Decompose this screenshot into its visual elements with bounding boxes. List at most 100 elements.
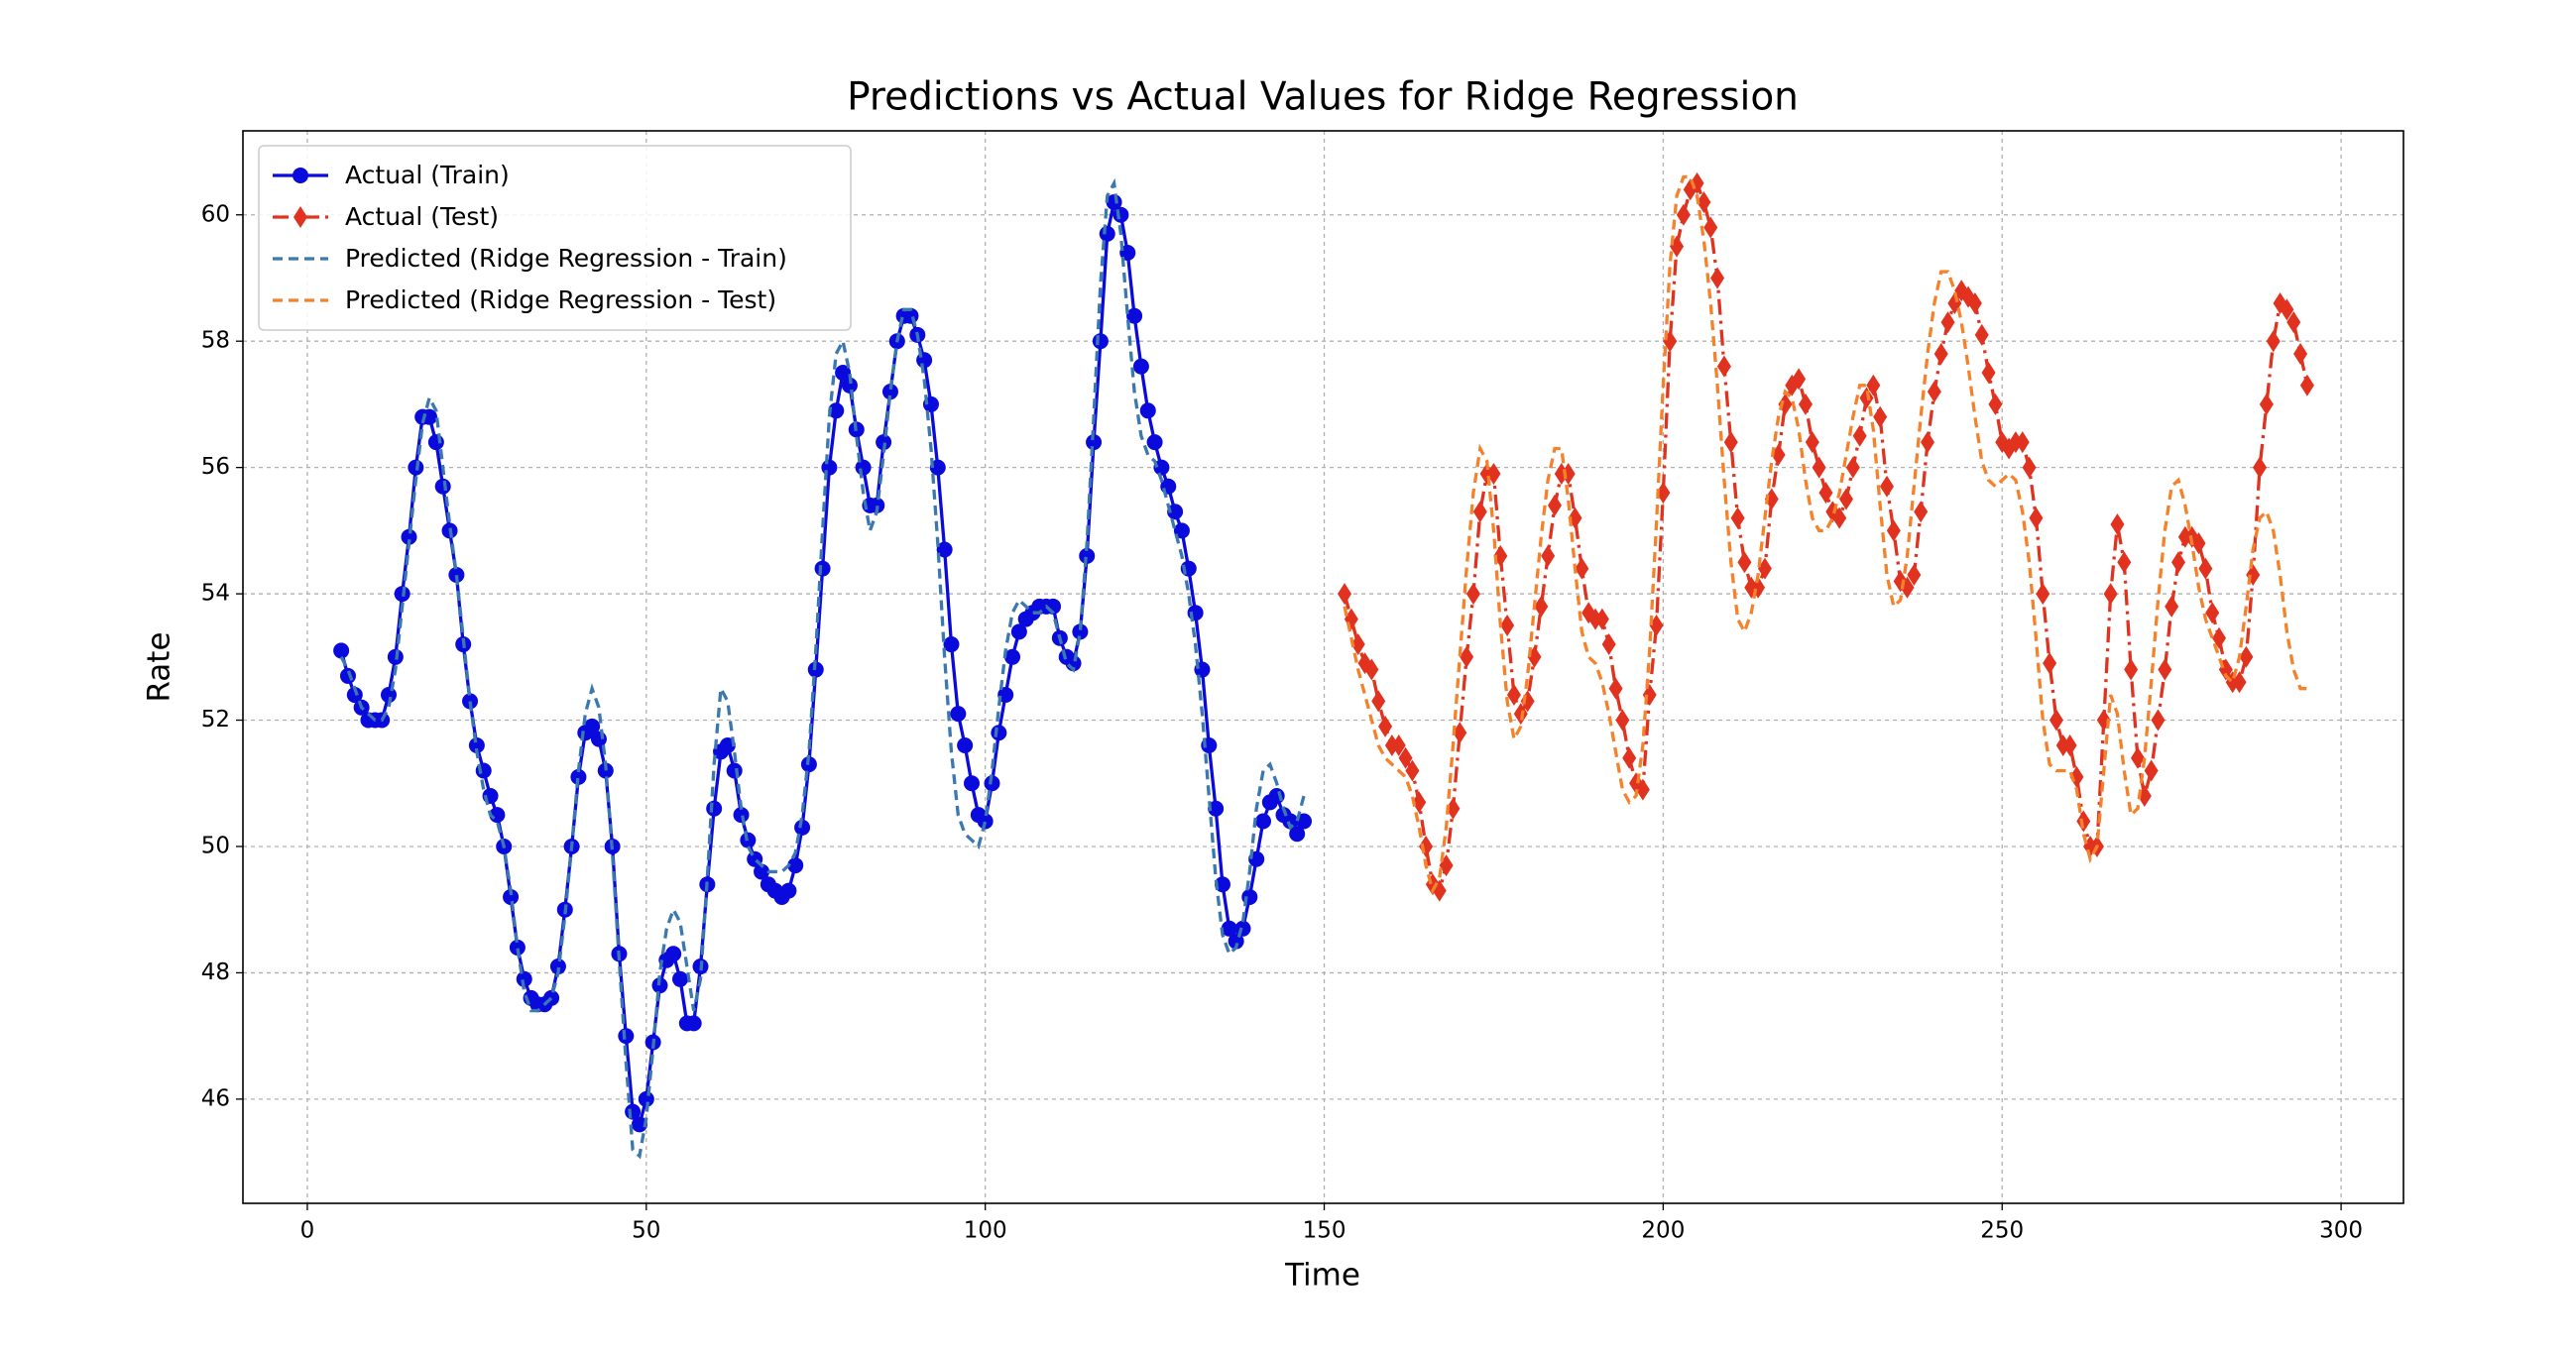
point xyxy=(916,352,933,369)
point xyxy=(549,959,566,975)
point xyxy=(2130,746,2145,769)
point xyxy=(2049,709,2063,732)
point xyxy=(2158,658,2172,681)
point xyxy=(1967,291,1982,314)
point xyxy=(1126,307,1143,324)
point xyxy=(997,687,1014,704)
point xyxy=(943,636,960,653)
series-line xyxy=(1343,174,2307,896)
point xyxy=(1818,482,1833,505)
point xyxy=(929,459,946,476)
point xyxy=(401,528,417,545)
point xyxy=(2043,652,2057,675)
point xyxy=(2117,551,2132,574)
point xyxy=(1086,434,1103,451)
point xyxy=(638,1090,654,1107)
point xyxy=(2259,393,2274,415)
point xyxy=(1004,648,1021,665)
point xyxy=(1615,709,1630,732)
point xyxy=(1710,267,1725,289)
point xyxy=(1506,684,1521,707)
point xyxy=(584,718,601,734)
point xyxy=(671,970,688,987)
point xyxy=(1859,387,1874,409)
point xyxy=(333,642,350,659)
point xyxy=(1933,342,1948,365)
x-axis-label: Time xyxy=(1284,1258,1360,1294)
point xyxy=(1092,333,1109,350)
point xyxy=(1812,456,1826,479)
point xyxy=(2124,658,2139,681)
point xyxy=(869,497,885,513)
point xyxy=(468,737,485,754)
point xyxy=(1547,494,1562,516)
point xyxy=(794,819,811,836)
point xyxy=(1805,431,1819,454)
point xyxy=(984,775,1000,792)
point xyxy=(1254,813,1271,830)
chart-title: Predictions vs Actual Values for Ridge R… xyxy=(847,75,1799,120)
point xyxy=(1575,557,1589,580)
point xyxy=(1622,746,1637,769)
point xyxy=(1167,504,1184,520)
point xyxy=(1099,225,1115,242)
point xyxy=(597,762,614,779)
point xyxy=(733,807,750,824)
x-tick-label: 200 xyxy=(1641,1218,1685,1244)
point xyxy=(2198,557,2213,580)
point xyxy=(1453,722,1467,744)
point xyxy=(855,459,872,476)
point xyxy=(1153,459,1170,476)
point xyxy=(1282,813,1299,830)
point xyxy=(2280,298,2294,321)
point xyxy=(1974,323,1989,346)
x-tick-label: 50 xyxy=(632,1218,660,1244)
point xyxy=(1880,475,1895,498)
point xyxy=(957,737,974,754)
point xyxy=(421,408,438,425)
y-tick-label: 58 xyxy=(201,328,230,354)
point xyxy=(516,970,532,987)
point xyxy=(821,459,838,476)
point xyxy=(685,1015,702,1032)
point xyxy=(665,946,682,962)
point xyxy=(841,377,858,394)
point xyxy=(1460,645,1474,668)
legend-label: Actual (Train) xyxy=(345,161,510,189)
point xyxy=(1697,191,1711,214)
legend-marker xyxy=(293,206,307,228)
point xyxy=(1940,311,1955,334)
point xyxy=(828,402,845,419)
point xyxy=(2266,330,2281,353)
point xyxy=(2029,507,2044,529)
point xyxy=(1716,355,1731,378)
point xyxy=(706,800,723,817)
point xyxy=(1541,544,1556,567)
point xyxy=(1730,507,1745,529)
point xyxy=(1886,519,1901,542)
point xyxy=(1866,374,1881,396)
point xyxy=(1010,623,1027,640)
point xyxy=(950,706,967,723)
point xyxy=(1500,614,1515,636)
point xyxy=(2191,532,2206,555)
y-tick-label: 52 xyxy=(201,707,230,733)
point xyxy=(1921,431,1935,454)
point xyxy=(1561,463,1576,486)
point xyxy=(991,725,1007,741)
point xyxy=(1398,746,1413,769)
point xyxy=(2110,512,2125,535)
point xyxy=(726,762,743,779)
point xyxy=(876,434,892,451)
point xyxy=(780,882,797,899)
point xyxy=(1289,826,1306,843)
point xyxy=(2293,342,2308,365)
x-tick-label: 100 xyxy=(964,1218,1007,1244)
point xyxy=(462,693,479,710)
point xyxy=(2171,551,2186,574)
legend-marker xyxy=(293,168,308,183)
point xyxy=(1378,715,1393,737)
point xyxy=(1798,393,1813,415)
